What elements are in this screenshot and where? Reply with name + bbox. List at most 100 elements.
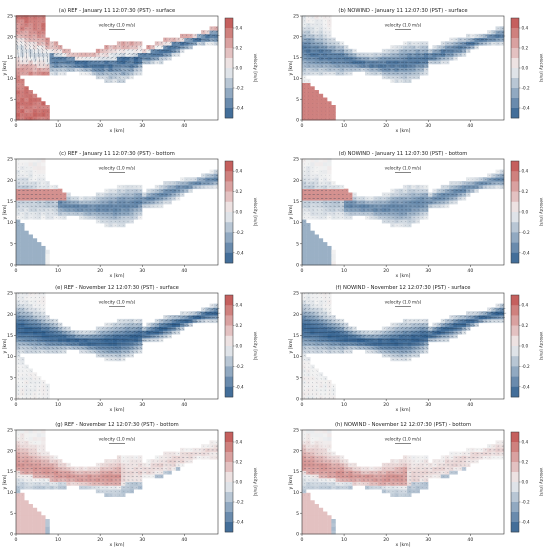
- y-tick-label: 20: [293, 34, 299, 40]
- velocity-arrow: [47, 319, 50, 322]
- velocity-arrow: [51, 65, 55, 68]
- field-cell: [192, 33, 198, 39]
- field-cell: [327, 349, 332, 354]
- velocity-arrow: [24, 41, 27, 44]
- velocity-arrow: [28, 38, 31, 40]
- field-cell: [142, 200, 147, 205]
- velocity-arrow: [26, 300, 28, 303]
- velocity-arrow: [30, 99, 32, 101]
- field-cell: [41, 56, 46, 61]
- field-cell: [20, 261, 25, 266]
- field-cell: [41, 161, 46, 167]
- field-cell: [112, 67, 118, 72]
- field-cell: [83, 67, 88, 72]
- field-cell: [201, 173, 206, 178]
- velocity-arrow: [156, 327, 162, 329]
- field-cell: [36, 245, 42, 251]
- field-cell: [79, 345, 84, 350]
- field-cell: [167, 37, 172, 42]
- field-cell: [301, 97, 307, 102]
- field-cell: [352, 56, 357, 61]
- colorbar-tick-label: -0.4: [236, 384, 245, 389]
- field-cell: [24, 173, 29, 178]
- field-cell: [314, 372, 319, 377]
- field-cell: [356, 52, 362, 57]
- velocity-arrow: [140, 331, 145, 333]
- velocity-arrow: [43, 327, 48, 329]
- field-cell: [112, 52, 118, 57]
- velocity-arrow: [51, 45, 54, 48]
- field-cell: [327, 22, 332, 27]
- x-axis-label: x [km]: [110, 407, 125, 413]
- velocity-arrow: [43, 315, 46, 318]
- x-tick-label: 20: [383, 268, 389, 274]
- velocity-arrow: [34, 308, 37, 310]
- velocity-arrow: [110, 339, 115, 341]
- field-cell: [15, 196, 21, 201]
- y-tick-label: 15: [7, 199, 13, 205]
- field-cell: [369, 52, 374, 57]
- velocity-arrow: [89, 334, 93, 337]
- field-cell: [327, 326, 332, 331]
- field-cell: [87, 211, 92, 216]
- colorbar-segment: [511, 212, 519, 223]
- field-cell: [36, 257, 42, 262]
- field-cell: [95, 52, 101, 57]
- velocity-arrow: [22, 362, 24, 364]
- field-cell: [310, 238, 315, 243]
- field-cell: [314, 299, 319, 304]
- velocity-arrow: [114, 69, 118, 71]
- velocity-arrow: [68, 69, 71, 72]
- velocity-arrow: [43, 343, 47, 345]
- field-cell: [79, 349, 84, 354]
- field-cell: [15, 379, 21, 385]
- velocity-arrow: [26, 68, 28, 70]
- field-cell: [41, 33, 46, 39]
- velocity-arrow: [139, 73, 141, 75]
- field-cell: [36, 184, 42, 190]
- field-cell: [112, 207, 118, 212]
- velocity-arrow: [110, 327, 113, 329]
- field-cell: [411, 184, 416, 190]
- field-cell: [301, 71, 307, 76]
- field-cell: [453, 181, 458, 186]
- field-cell: [41, 261, 46, 266]
- velocity-arrow: [110, 335, 115, 337]
- velocity-arrow: [64, 335, 69, 337]
- velocity-arrow: [68, 52, 71, 55]
- field-cell: [339, 60, 345, 65]
- field-cell: [306, 257, 311, 262]
- field-cell: [15, 215, 21, 220]
- velocity-arrow: [119, 73, 122, 75]
- velocity-arrow: [127, 77, 129, 79]
- field-cell: [322, 292, 328, 297]
- field-cell: [327, 253, 332, 258]
- field-cell: [28, 184, 33, 190]
- field-cell: [167, 45, 172, 50]
- field-cell: [180, 184, 185, 190]
- velocity-arrow: [39, 343, 43, 345]
- velocity-arrow: [89, 339, 94, 341]
- field-cell: [49, 67, 54, 72]
- field-cell: [377, 345, 383, 350]
- field-cell: [327, 33, 332, 39]
- velocity-arrow: [68, 331, 72, 333]
- velocity-arrow: [93, 56, 96, 59]
- velocity-arrow: [81, 65, 85, 67]
- y-tick-label: 0: [296, 118, 299, 124]
- field-cell: [402, 56, 408, 61]
- velocity-arrow: [33, 38, 36, 40]
- velocity-arrow: [89, 331, 92, 333]
- field-cell: [331, 108, 336, 113]
- velocity-arrow: [123, 69, 127, 71]
- velocity-arrow: [215, 316, 220, 318]
- velocity-arrow: [97, 327, 100, 329]
- field-cell: [184, 45, 189, 50]
- field-cell: [318, 253, 324, 258]
- velocity-arrow: [110, 77, 113, 79]
- field-cell: [301, 67, 307, 72]
- field-cell: [192, 184, 198, 190]
- velocity-arrow: [161, 41, 163, 44]
- field-cell: [314, 215, 319, 220]
- velocity-arrow: [28, 41, 31, 44]
